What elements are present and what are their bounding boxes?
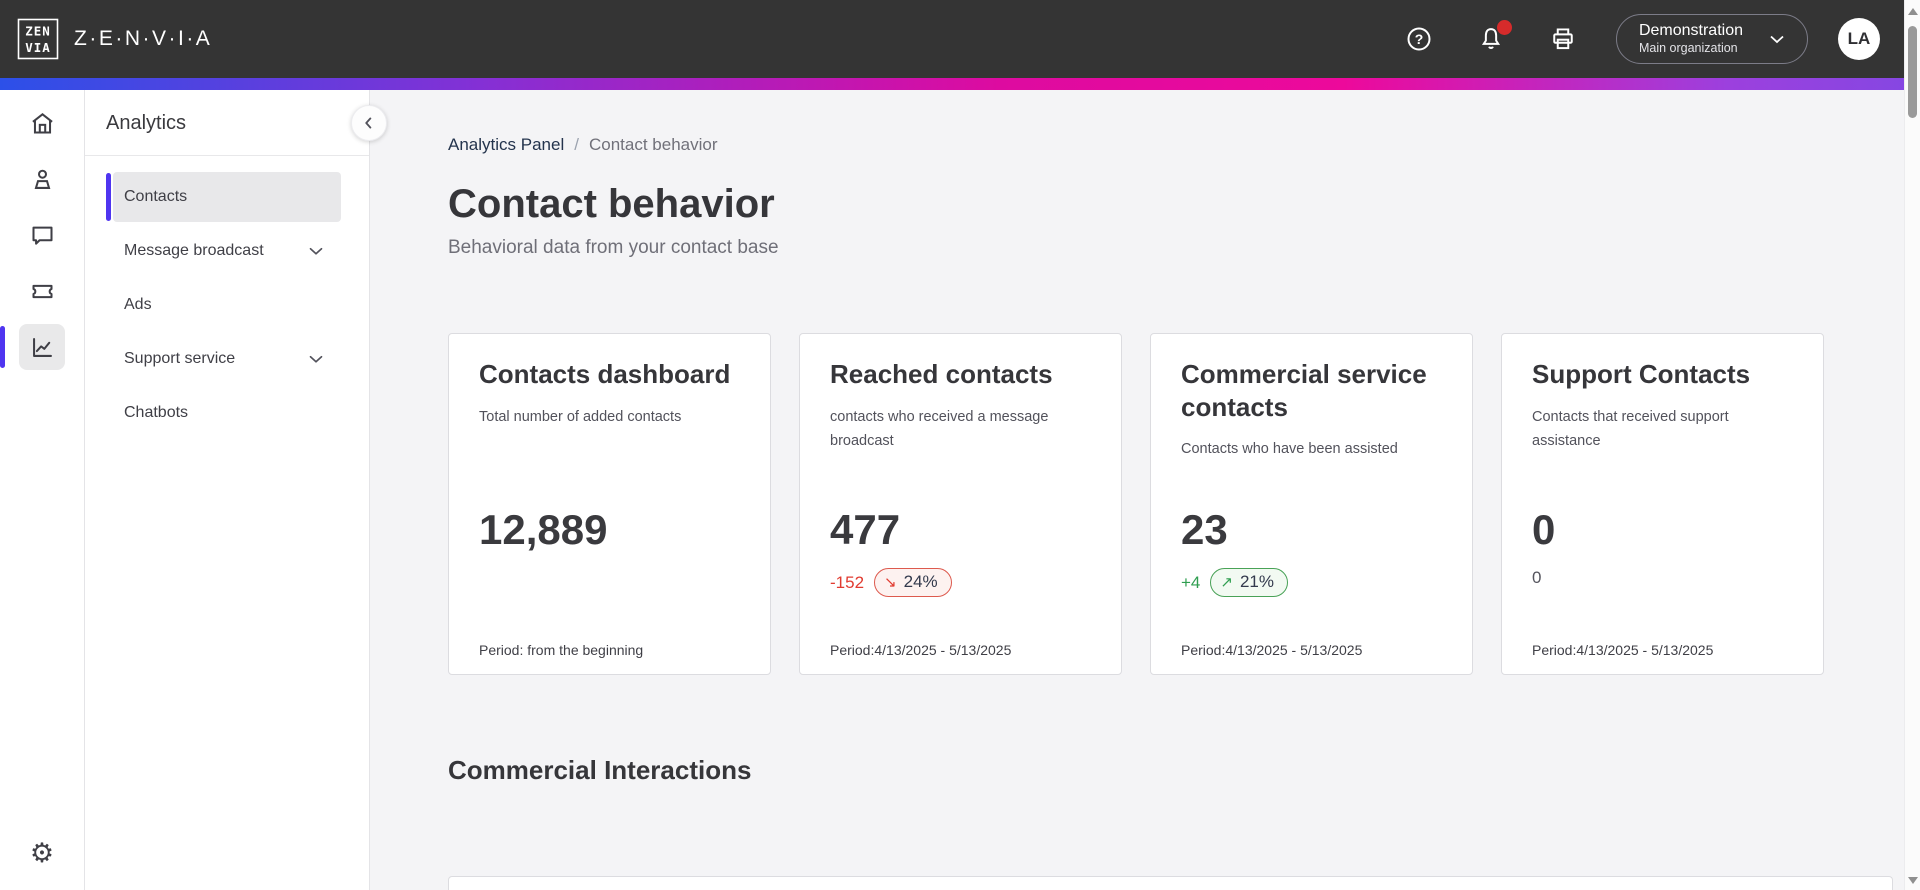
- trend-arrow-icon: ↗: [1220, 574, 1233, 591]
- breadcrumb-separator: /: [574, 135, 579, 154]
- icon-rail: ⚙: [0, 90, 85, 890]
- sidebar-title: Analytics: [106, 112, 187, 134]
- notifications-button[interactable]: [1476, 20, 1512, 54]
- card-title: Support Contacts: [1532, 359, 1751, 389]
- card-period: Period:4/13/2025 - 5/13/2025: [1181, 642, 1363, 658]
- rail-item-settings[interactable]: ⚙: [19, 830, 65, 876]
- print-button[interactable]: [1548, 24, 1578, 54]
- chevron-down-icon: [1770, 35, 1784, 44]
- sidebar-item-label: Contacts: [124, 188, 188, 205]
- card-period: Period:4/13/2025 - 5/13/2025: [1532, 642, 1714, 658]
- rail-item-home[interactable]: [19, 100, 65, 146]
- chat-bubble-icon: [31, 226, 53, 245]
- organization-subtitle: Main organization: [1638, 41, 1738, 56]
- svg-text:?: ?: [1415, 31, 1424, 47]
- chevron-down-icon: [309, 247, 323, 255]
- sidebar-item-contacts[interactable]: Contacts: [106, 172, 341, 222]
- metric-cards-row: Contacts dashboard Total number of added…: [448, 333, 1830, 675]
- card-trend-percent: 24%: [903, 572, 938, 591]
- active-item-indicator: [106, 173, 111, 221]
- card-trend-badge: ↗ 21%: [1210, 568, 1288, 597]
- notification-dot: [1496, 20, 1512, 35]
- person-icon: [34, 169, 50, 189]
- scrollbar-down-arrow[interactable]: [1908, 877, 1918, 884]
- top-bar: ZEN VIA Z·E·N·V·I·A ?: [0, 0, 1920, 78]
- sidebar-item-label: Message broadcast: [124, 242, 264, 259]
- card-value: 12,889: [479, 506, 608, 553]
- svg-text:ZEN: ZEN: [25, 24, 51, 39]
- metric-card: Support Contacts Contacts that received …: [1501, 333, 1824, 675]
- breadcrumb-analytics-panel[interactable]: Analytics Panel: [448, 135, 565, 154]
- sidebar-item-support-service[interactable]: Support service: [113, 334, 341, 384]
- printer-icon: [1553, 28, 1573, 50]
- home-icon: [31, 112, 53, 134]
- brand-gradient-bar: [0, 78, 1920, 90]
- trend-arrow-icon: ↘: [884, 574, 897, 591]
- card-description: Contacts that received support assistanc…: [1532, 408, 1729, 450]
- bell-icon: [1481, 28, 1501, 49]
- sidebar-item-message-broadcast[interactable]: Message broadcast: [113, 226, 341, 276]
- card-delta-row: 0: [1532, 568, 1541, 588]
- card-delta: -152: [830, 572, 865, 592]
- sidebar-item-chatbots[interactable]: Chatbots: [113, 388, 341, 438]
- card-description: contacts who received a message broadcas…: [830, 408, 1049, 450]
- analytics-sidebar: Analytics Contacts Message broadcast Ads…: [85, 90, 387, 890]
- card-value: 0: [1532, 506, 1556, 553]
- page-subtitle: Behavioral data from your contact base: [448, 237, 779, 258]
- breadcrumb-current: Contact behavior: [588, 135, 718, 154]
- help-button[interactable]: ?: [1404, 24, 1434, 54]
- sidebar-divider: [85, 155, 369, 156]
- metric-card: Commercial service contacts Contacts who…: [1150, 333, 1473, 675]
- commercial-interactions-card-partial: [448, 876, 1893, 890]
- ticket-icon: [31, 284, 53, 298]
- section-heading-commercial-interactions: Commercial Interactions: [448, 755, 752, 785]
- sidebar-item-ads[interactable]: Ads: [113, 280, 341, 330]
- card-description: Total number of added contacts: [479, 408, 682, 425]
- metric-card: Reached contacts contacts who received a…: [799, 333, 1122, 675]
- organization-name: Demonstration: [1638, 22, 1743, 40]
- help-circle-icon: ?: [1407, 27, 1431, 51]
- chevron-left-icon: [365, 117, 372, 129]
- active-rail-indicator: [0, 326, 5, 368]
- card-title: Contacts dashboard: [479, 359, 731, 389]
- scrollbar-thumb[interactable]: [1908, 26, 1917, 118]
- card-delta: +4: [1181, 572, 1201, 592]
- rail-item-tickets[interactable]: [19, 268, 65, 314]
- sidebar-nav: Contacts Message broadcast Ads Support s…: [85, 156, 369, 438]
- card-delta-row: -152 ↘ 24%: [830, 568, 952, 597]
- card-value: 23: [1181, 506, 1228, 553]
- svg-text:VIA: VIA: [25, 40, 51, 55]
- brand-wordmark: Z·E·N·V·I·A: [74, 27, 213, 50]
- card-period: Period:4/13/2025 - 5/13/2025: [830, 642, 1012, 658]
- card-trend-badge: ↘ 24%: [874, 568, 952, 597]
- main-content: Analytics Panel / Contact behavior Conta…: [370, 90, 1920, 890]
- chevron-down-icon: [309, 355, 323, 363]
- card-title: Commercial service contacts: [1181, 359, 1427, 422]
- breadcrumb: Analytics Panel / Contact behavior: [448, 135, 1830, 155]
- sidebar-item-label: Support service: [124, 350, 236, 367]
- sidebar-item-label: Chatbots: [124, 404, 189, 421]
- scrollbar-up-arrow[interactable]: [1908, 8, 1918, 15]
- vertical-scrollbar[interactable]: [1904, 0, 1920, 890]
- page-title: Contact behavior: [448, 182, 775, 226]
- sidebar-collapse-button[interactable]: [351, 105, 387, 141]
- rail-item-contacts[interactable]: [19, 156, 65, 202]
- card-delta-row: +4 ↗ 21%: [1181, 568, 1288, 597]
- card-title: Reached contacts: [830, 359, 1053, 389]
- avatar[interactable]: LA: [1838, 18, 1880, 60]
- card-description: Contacts who have been assisted: [1181, 441, 1398, 457]
- rail-item-analytics[interactable]: [0, 324, 65, 370]
- sidebar-item-label: Ads: [124, 296, 152, 313]
- rail-item-conversations[interactable]: [19, 212, 65, 258]
- metric-card: Contacts dashboard Total number of added…: [448, 333, 771, 675]
- gear-icon: ⚙: [29, 837, 55, 868]
- card-trend-percent: 21%: [1239, 572, 1274, 591]
- organization-switcher[interactable]: Demonstration Main organization: [1615, 14, 1808, 64]
- zenvia-logo-icon[interactable]: ZEN VIA: [16, 17, 60, 61]
- card-delta: 0: [1532, 568, 1542, 587]
- card-period: Period: from the beginning: [479, 642, 644, 658]
- line-chart-icon: [32, 337, 52, 357]
- card-value: 477: [830, 506, 901, 553]
